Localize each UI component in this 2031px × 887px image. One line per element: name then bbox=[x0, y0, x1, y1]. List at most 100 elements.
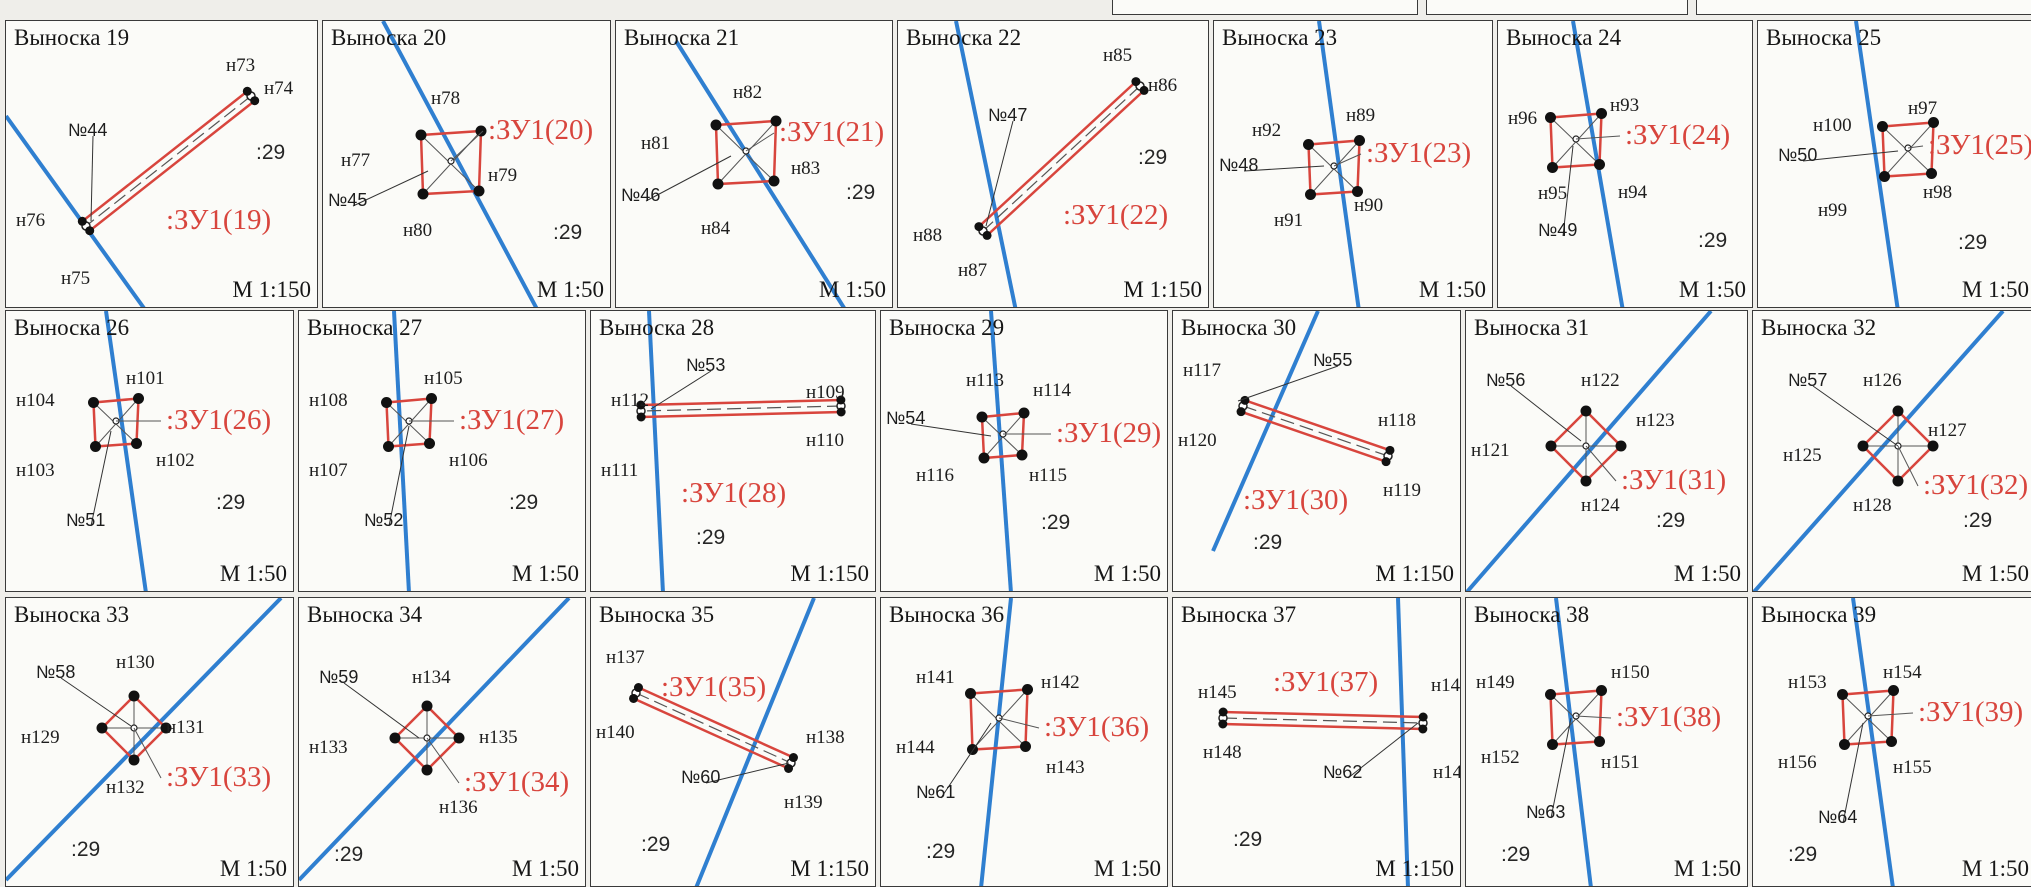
vertex-point bbox=[1354, 135, 1365, 146]
scale-label: М 1:150 bbox=[1123, 277, 1202, 302]
vertex-point bbox=[1218, 719, 1228, 729]
callout-drawing bbox=[1837, 598, 1914, 886]
zu-leader bbox=[1575, 135, 1621, 140]
vertex-point bbox=[160, 722, 172, 734]
point-label: н94 bbox=[1618, 182, 1648, 203]
number-leader bbox=[1347, 722, 1419, 779]
number-leader bbox=[90, 135, 94, 222]
axis-line bbox=[1466, 311, 1713, 591]
centerline bbox=[1222, 717, 1424, 724]
callout-drawing bbox=[6, 598, 283, 882]
vertex-point bbox=[381, 397, 392, 408]
scale-label: М 1:150 bbox=[790, 561, 869, 586]
vertex-point bbox=[1016, 449, 1028, 461]
vertex-point bbox=[1236, 407, 1246, 417]
vertex-point bbox=[1928, 117, 1939, 128]
callout-drawing bbox=[1466, 311, 1713, 591]
point-label: н97 bbox=[1908, 98, 1938, 119]
vertex-point bbox=[1352, 186, 1363, 197]
scale-label: М 1:50 bbox=[1673, 561, 1741, 586]
point-label: н138 bbox=[806, 727, 845, 748]
axis-line bbox=[954, 21, 1018, 307]
vertex-point bbox=[133, 393, 144, 404]
point-label: н145 bbox=[1198, 682, 1237, 703]
station-number: №44 bbox=[68, 120, 108, 140]
vertex-point bbox=[976, 411, 988, 423]
point-label: н85 bbox=[1103, 45, 1133, 66]
vertex-point bbox=[978, 452, 990, 464]
vertex-point bbox=[1892, 405, 1904, 417]
callout-panel: Выноска 19 М 1:150:29:ЗУ1(19) №44 н73 н74 н75… bbox=[5, 20, 318, 308]
point-label: н118 bbox=[1378, 410, 1416, 431]
vertex-point bbox=[1022, 684, 1033, 695]
zone-label: :29 bbox=[1501, 843, 1531, 866]
parcel-label: :ЗУ1(28) bbox=[681, 477, 787, 509]
point-label: н135 bbox=[479, 727, 518, 748]
point-label: н116 bbox=[916, 465, 954, 486]
callout-title: Выноска 22 bbox=[906, 25, 1022, 50]
station-number: №60 bbox=[681, 767, 721, 787]
zone-label: :29 bbox=[641, 833, 671, 856]
station-number: №53 bbox=[686, 355, 726, 375]
point-label: н156 bbox=[1778, 752, 1817, 773]
callout-panel: Выноска 26 М 1:50:29:ЗУ1(26) №51 н101 н102 н1… bbox=[5, 310, 294, 592]
callout-drawing bbox=[299, 598, 571, 882]
point-label: н80 bbox=[403, 220, 433, 241]
vertex-point bbox=[836, 407, 846, 417]
station-number: №63 bbox=[1526, 802, 1566, 822]
vertex-point bbox=[128, 690, 140, 702]
axis-line bbox=[647, 311, 665, 591]
callout-panel: Выноска 29 М 1:50:29:ЗУ1(29) №54 н113 н114 н1… bbox=[880, 310, 1168, 592]
callout-panel: Выноска 21 М 1:50:29:ЗУ1(21) №46 н82 н83 н84 н… bbox=[615, 20, 893, 308]
vertex-point bbox=[1385, 445, 1395, 455]
zone-label: :29 bbox=[1656, 509, 1686, 532]
vertex-point bbox=[475, 125, 487, 137]
callout-title: Выноска 25 bbox=[1766, 25, 1882, 50]
scale-label: М 1:50 bbox=[536, 277, 604, 302]
scale-label: М 1:50 bbox=[1093, 856, 1161, 881]
point-label: н110 bbox=[806, 430, 844, 451]
station-number: №61 bbox=[916, 782, 956, 802]
callout-panel: Выноска 36 М 1:50:29:ЗУ1(36) №61 н141 н142 н1… bbox=[880, 597, 1168, 887]
station-number: №58 bbox=[36, 662, 76, 682]
scale-label: М 1:50 bbox=[818, 277, 886, 302]
vertex-point bbox=[415, 129, 427, 141]
vertex-point bbox=[77, 216, 87, 226]
vertex-point bbox=[88, 397, 99, 408]
parcel-label: :ЗУ1(19) bbox=[166, 204, 272, 236]
parcel-label: :ЗУ1(29) bbox=[1056, 417, 1162, 449]
previous-row-frame bbox=[1696, 0, 2031, 15]
vertex-point bbox=[965, 688, 976, 699]
callout-drawing bbox=[645, 39, 846, 307]
number-leader bbox=[343, 682, 420, 739]
number-leader bbox=[1243, 165, 1325, 172]
number-leader bbox=[1802, 150, 1899, 162]
zone-label: :29 bbox=[256, 141, 286, 164]
vertex-point bbox=[389, 732, 401, 744]
callout-title: Выноска 23 bbox=[1222, 25, 1338, 50]
scale-label: М 1:150 bbox=[1375, 561, 1454, 586]
centerline bbox=[640, 405, 842, 412]
point-label: н130 bbox=[116, 652, 155, 673]
point-label: н99 bbox=[1818, 200, 1848, 221]
station-number: №49 bbox=[1538, 220, 1578, 240]
vertex-point bbox=[1381, 457, 1391, 467]
parcel-label: :ЗУ1(25) bbox=[1928, 129, 2031, 161]
point-label: н84 bbox=[701, 218, 731, 239]
point-label: н89 bbox=[1346, 105, 1376, 126]
previous-row-frame bbox=[1112, 0, 1418, 15]
zone-label: :29 bbox=[696, 526, 726, 549]
vertex-point bbox=[1218, 707, 1228, 717]
point-label: н128 bbox=[1853, 495, 1892, 516]
callout-panel: Выноска 31 М 1:50:29:ЗУ1(31) №56 н122 н123 н1… bbox=[1465, 310, 1748, 592]
station-number: №56 bbox=[1486, 370, 1526, 390]
point-label: н119 bbox=[1383, 480, 1421, 501]
parcel-label: :ЗУ1(34) bbox=[464, 766, 570, 798]
vertex-point bbox=[1018, 407, 1030, 419]
callout-panel: Выноска 23 М 1:50:ЗУ1(23) №48 н89 н90 н91 н92 bbox=[1213, 20, 1493, 308]
point-label: н104 bbox=[16, 390, 55, 411]
zu-leader bbox=[1333, 153, 1362, 167]
vertex-point bbox=[1615, 440, 1627, 452]
centerline bbox=[635, 692, 792, 764]
